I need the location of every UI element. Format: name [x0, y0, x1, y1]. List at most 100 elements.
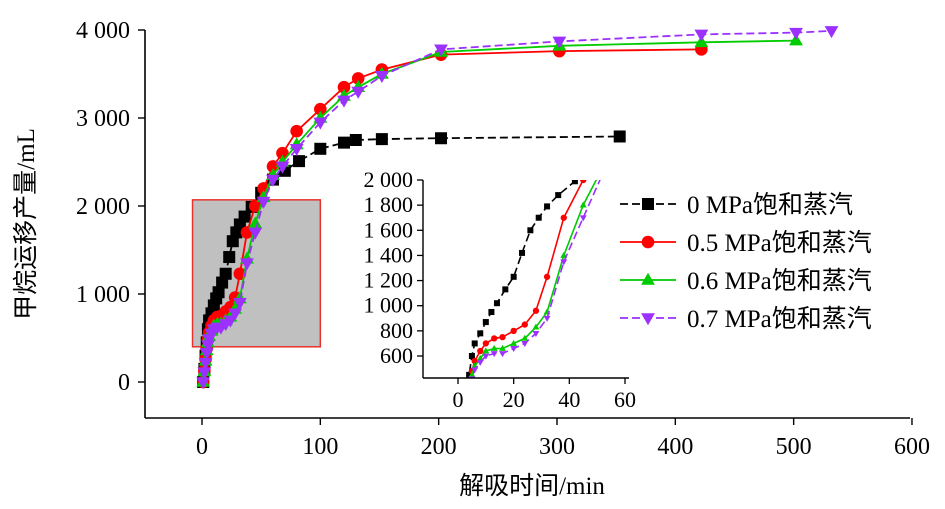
inset-y-tick-label: 600 [380, 343, 413, 368]
data-point [552, 36, 567, 49]
inset-x-tick-label: 0 [453, 387, 464, 412]
data-point [248, 227, 263, 240]
data-point [248, 216, 263, 229]
data-point [275, 161, 290, 174]
inset-data-point [466, 388, 473, 394]
legend-item-0: 0 MPa饱和蒸汽 [620, 191, 853, 219]
x-tick-label: 600 [894, 434, 930, 460]
inset-data-point [571, 180, 578, 185]
inset-data-point [499, 351, 506, 358]
data-point [349, 134, 362, 146]
legend-marker [641, 235, 655, 249]
data-point [351, 86, 366, 99]
y-axis-title: 甲烷运移产量/mL [12, 128, 40, 320]
inset-data-point [521, 341, 529, 348]
inset-data-point [521, 321, 528, 328]
data-point [238, 210, 251, 223]
inset-data-point [599, 164, 606, 170]
inset-data-point [579, 201, 587, 208]
inset-data-point [493, 300, 500, 307]
data-point [256, 196, 271, 209]
inset-data-point [580, 180, 587, 184]
inset-data-point [477, 330, 484, 337]
inset-data-point [491, 335, 498, 342]
inset-data-point [560, 259, 568, 266]
inset-data-point [532, 307, 540, 314]
data-point [198, 357, 213, 370]
inset-y-tick-label: 2 000 [364, 167, 414, 192]
data-point [694, 29, 709, 42]
inset-series-line-3 [471, 180, 601, 378]
inset-x-tick-label: 60 [614, 387, 636, 412]
inset-series-line-2 [470, 180, 598, 378]
inset-series-3 [466, 171, 606, 394]
legend-item-2: 0.6 MPa饱和蒸汽 [620, 267, 872, 295]
legend-marker [641, 272, 655, 285]
inset-data-point [482, 353, 490, 360]
data-point [374, 70, 389, 83]
inset-data-point [544, 203, 551, 210]
inset-data-point [477, 347, 484, 355]
inset-data-point [463, 398, 470, 404]
data-point [199, 348, 214, 361]
inset-data-point [527, 227, 534, 234]
inset-data-point [471, 340, 478, 347]
y-tick-label: 3 000 [76, 106, 130, 132]
inset-data-point [458, 428, 464, 434]
inset-data-point [458, 428, 464, 434]
inset-data-point [463, 396, 469, 402]
data-point [197, 367, 212, 380]
inset-series-layer [458, 120, 628, 434]
data-point [266, 174, 280, 187]
data-point [223, 251, 236, 264]
inset-data-point [476, 359, 484, 366]
inset-data-point [519, 249, 526, 256]
inset-data-point [532, 323, 540, 330]
inset-data-point [555, 192, 562, 199]
inset-y-tick-label: 800 [380, 318, 413, 343]
main-series-layer [196, 26, 839, 390]
inset-y-tick-label: 1 200 [364, 268, 414, 293]
data-point [240, 258, 254, 271]
inset-series-line-1 [469, 180, 585, 378]
inset-data-point [468, 371, 476, 378]
data-point [290, 124, 303, 138]
inset-x-tick-label: 20 [503, 387, 525, 412]
inset-data-point [510, 346, 518, 353]
inset-data-point [499, 344, 506, 351]
inset-data-point [510, 273, 517, 280]
data-point [248, 199, 262, 213]
legend: 0 MPa饱和蒸汽 0.5 MPa饱和蒸汽 0.6 MPa饱和蒸汽 0.7 MPa饱和… [620, 191, 872, 333]
legend-label: 0.7 MPa饱和蒸汽 [687, 305, 872, 333]
y-tick-label: 2 000 [76, 194, 130, 220]
x-tick-label: 200 [421, 434, 457, 460]
legend-item-3: 0.7 MPa饱和蒸汽 [620, 305, 872, 333]
inset-series-group [458, 120, 628, 434]
inset-data-point [466, 381, 472, 387]
inset-data-point [535, 214, 542, 221]
inset-data-point [532, 330, 540, 337]
inset-data-point [579, 215, 587, 222]
inset-data-point [543, 273, 551, 280]
data-point [313, 117, 328, 130]
data-point [289, 144, 304, 156]
inset-data-point [468, 376, 476, 378]
inset-series-1 [458, 120, 628, 434]
data-point [824, 26, 839, 39]
x-tick-label: 300 [539, 434, 575, 460]
y-tick-label: 4 000 [76, 18, 130, 44]
data-point [223, 315, 238, 328]
data-point [434, 44, 448, 57]
inset-data-point [468, 353, 475, 359]
inset-data-point [599, 171, 606, 177]
data-point [375, 133, 388, 146]
inset-data-point [466, 371, 473, 378]
inset-data-point [622, 120, 628, 126]
series-3 [196, 26, 839, 390]
inset-data-point [521, 334, 529, 341]
inset-data-point [510, 327, 517, 335]
data-point [293, 155, 306, 168]
